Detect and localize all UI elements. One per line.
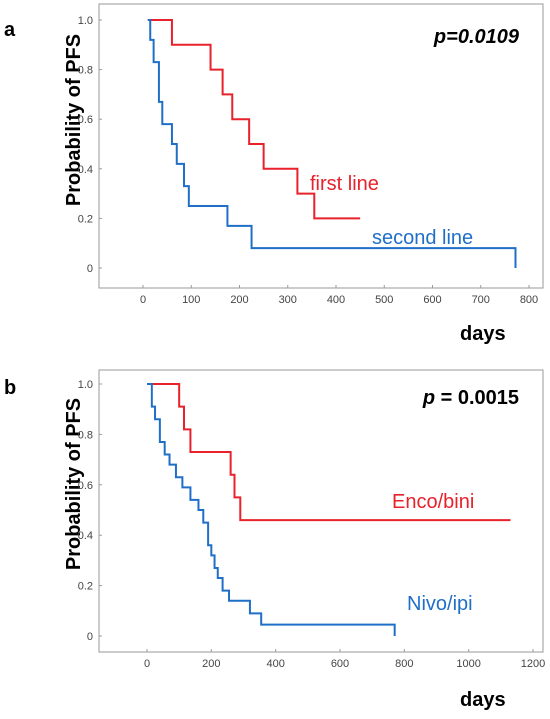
p-value-number: = 0.0015 [435, 387, 519, 409]
y-tick-label: 0.6 [78, 114, 93, 126]
y-axis-label: Probability of PFS [63, 34, 85, 206]
x-axis-label: days [460, 323, 506, 345]
x-tick-label: 200 [230, 294, 248, 306]
y-tick-label: 1.0 [78, 379, 93, 391]
y-tick-label: 0.4 [78, 164, 93, 176]
series-label: Enco/bini [392, 491, 474, 513]
y-tick-label: 1.0 [78, 15, 93, 27]
panel-label: a [4, 19, 16, 41]
x-tick-label: 0 [140, 294, 146, 306]
plot-frame [98, 369, 544, 653]
x-tick-label: 400 [327, 294, 345, 306]
y-tick-label: 0 [87, 631, 93, 643]
series-label: second line [372, 227, 473, 249]
chart-panel-a: a Probability of PFS days 0 0.2 0.4 0.6 0.8 1.0 0… [4, 3, 544, 345]
p-value: p = 0.0015 [422, 387, 519, 409]
y-tick-label: 0.8 [78, 65, 93, 77]
x-tick-label: 700 [472, 294, 490, 306]
x-axis-label: days [460, 689, 506, 711]
km-curve-blue [147, 19, 517, 268]
km-curve-red [147, 19, 361, 220]
x-tick-label: 1000 [456, 658, 480, 670]
chart-panel-b: b Probability of PFS days 0 0.2 0.4 0.6 0.8 1.0 0… [4, 369, 545, 711]
x-tick-label: 500 [375, 294, 393, 306]
series-label: Nivo/ipi [407, 593, 473, 615]
y-tick-label: 0 [87, 263, 93, 275]
km-curve-blue [147, 383, 396, 636]
plot-frame [98, 3, 544, 289]
y-axis-label: Probability of PFS [63, 398, 85, 570]
y-tick-label: 0.4 [78, 530, 93, 542]
y-tick-label: 0.2 [78, 581, 93, 593]
x-tick-label: 100 [182, 294, 200, 306]
x-tick-label: 800 [520, 294, 538, 306]
y-tick-label: 0.8 [78, 429, 93, 441]
x-tick-label: 800 [395, 658, 413, 670]
y-tick-label: 0.6 [78, 480, 93, 492]
x-tick-label: 0 [144, 658, 150, 670]
x-tick-label: 600 [423, 294, 441, 306]
x-tick-label: 200 [202, 658, 220, 670]
x-tick-label: 1200 [521, 658, 545, 670]
p-symbol: p [422, 387, 435, 409]
x-tick-label: 600 [331, 658, 349, 670]
series-label: first line [310, 173, 379, 195]
x-tick-label: 300 [279, 294, 297, 306]
p-value: p=0.0109 [433, 26, 520, 48]
panel-label: b [4, 377, 16, 399]
km-curve-red [147, 383, 511, 522]
y-tick-label: 0.2 [78, 213, 93, 225]
x-tick-label: 400 [266, 658, 284, 670]
